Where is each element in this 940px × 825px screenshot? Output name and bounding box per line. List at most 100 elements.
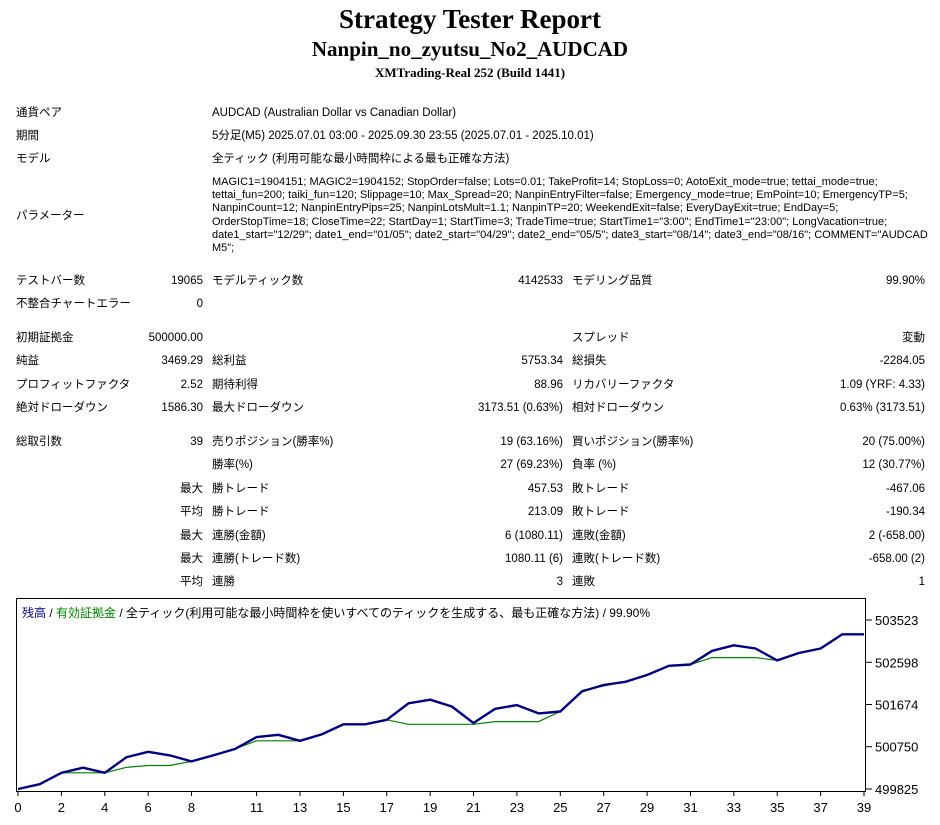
ticks-label: モデルティック数: [212, 275, 304, 287]
max-consecutive-wins-value: 6 (1080.11): [505, 530, 563, 542]
x-tick-label: 33: [727, 800, 741, 815]
profit-factor-value: 2.52: [180, 379, 203, 391]
expected-payoff-label: 期待利得: [212, 379, 258, 391]
x-tick-label: 35: [770, 800, 784, 815]
average-prefix: 平均: [180, 506, 203, 518]
x-tick-label: 0: [14, 800, 21, 815]
maximum-prefix: 最大: [180, 530, 203, 542]
period-label: 期間: [16, 130, 39, 142]
report-title: Strategy Tester Report: [339, 4, 601, 34]
period-value: 5分足(M5) 2025.07.01 03:00 - 2025.09.30 23…: [212, 130, 594, 142]
server-info: XMTrading-Real 252 (Build 1441): [374, 65, 566, 80]
y-tick-label: 501674: [875, 698, 918, 713]
y-tick-label: 502598: [875, 655, 918, 670]
max-consecutive-profit-value: 1080.11 (6): [505, 553, 563, 565]
relative-drawdown-value: 0.63% (3173.51): [839, 402, 925, 414]
total-trades-value: 39: [190, 436, 203, 448]
y-tick-label: 503523: [875, 613, 918, 628]
x-tick-label: 4: [101, 800, 108, 815]
x-tick-label: 6: [145, 800, 152, 815]
deposit-value: 500000.00: [148, 332, 203, 344]
avg-consecutive-wins-label: 連勝: [212, 576, 235, 588]
model-label: モデル: [16, 153, 51, 165]
largest-prefix: 最大: [180, 483, 203, 495]
balance-chart: [16, 598, 866, 792]
y-tick-label: 500750: [875, 740, 918, 755]
legend-separator: /: [46, 606, 57, 620]
mismatch-label: 不整合チャートエラー: [16, 298, 131, 310]
max-consecutive-losses-label: 連敗(金額): [572, 530, 626, 542]
expected-payoff-value: 88.96: [534, 379, 563, 391]
max-consecutive-wins-label: 連勝(金額): [212, 530, 266, 542]
quality-label: モデリング品質: [572, 275, 653, 287]
ticks-value: 4142533: [518, 275, 563, 287]
deposit-label: 初期証拠金: [16, 332, 74, 344]
average-loss-label: 敗トレード: [572, 506, 630, 518]
chart-legend: 残高 / 有効証拠金 / 全ティック(利用可能な最小時間枠を使いすべてのティック…: [22, 604, 650, 621]
total-trades-label: 総取引数: [16, 436, 62, 448]
params-label: パラメーター: [16, 210, 85, 222]
max-consecutive-losses-value: 2 (-658.00): [868, 530, 925, 542]
largest-loss-label: 敗トレード: [572, 483, 630, 495]
x-tick-label: 23: [510, 800, 524, 815]
mismatch-value: 0: [196, 298, 203, 310]
quality-value: 99.90%: [885, 275, 925, 287]
avg-consecutive-wins-value: 3: [556, 576, 563, 588]
maximal-drawdown-value: 3173.51 (0.63%): [477, 402, 563, 414]
recovery-factor-label: リカバリーファクタ: [572, 379, 675, 391]
net-profit-label: 純益: [16, 355, 39, 367]
x-tick-label: 2: [58, 800, 65, 815]
win-rate-label: 勝率(%): [212, 459, 253, 471]
x-tick-label: 15: [336, 800, 350, 815]
x-tick-label: 31: [683, 800, 697, 815]
largest-loss-value: -467.06: [885, 483, 925, 495]
avg-consecutive-prefix: 平均: [180, 576, 203, 588]
x-tick-label: 19: [423, 800, 437, 815]
x-tick-label: 21: [466, 800, 480, 815]
x-tick-label: 37: [813, 800, 827, 815]
gross-profit-label: 総利益: [212, 355, 247, 367]
short-positions-value: 19 (63.16%): [500, 436, 563, 448]
absolute-drawdown-label: 絶対ドローダウン: [16, 402, 108, 414]
x-tick-label: 11: [250, 800, 264, 815]
largest-win-value: 457.53: [527, 483, 563, 495]
legend-balance: 残高: [22, 606, 47, 620]
profit-factor-label: プロフィットファクタ: [16, 379, 131, 391]
bars-value: 19065: [171, 275, 203, 287]
model-value: 全ティック (利用可能な最小時間枠による最も正確な方法): [212, 153, 510, 165]
absolute-drawdown-value: 1586.30: [161, 402, 203, 414]
long-positions-value: 20 (75.00%): [862, 436, 925, 448]
symbol-value: AUDCAD (Australian Dollar vs Canadian Do…: [212, 107, 457, 119]
max-consecutive-profit-label: 連勝(トレード数): [212, 553, 301, 565]
maximal-prefix: 最大: [180, 553, 203, 565]
expert-name: Nanpin_no_zyutsu_No2_AUDCAD: [311, 37, 629, 61]
bars-label: テストバー数: [16, 275, 85, 287]
largest-win-label: 勝トレード: [212, 483, 270, 495]
max-consecutive-loss-value: -658.00 (2): [868, 553, 925, 565]
params-value: MAGIC1=1904151; MAGIC2=1904152; StopOrde…: [212, 176, 928, 255]
x-tick-label: 27: [596, 800, 610, 815]
symbol-label: 通貨ペア: [16, 107, 62, 119]
maximal-drawdown-label: 最大ドローダウン: [212, 402, 304, 414]
spread-label: スプレッド: [572, 332, 630, 344]
x-tick-label: 39: [857, 800, 871, 815]
spread-value: 変動: [902, 332, 925, 344]
loss-rate-value: 12 (30.77%): [862, 459, 925, 471]
x-tick-label: 25: [553, 800, 567, 815]
average-win-label: 勝トレード: [212, 506, 270, 518]
x-tick-label: 17: [380, 800, 394, 815]
avg-consecutive-losses-label: 連敗: [572, 576, 595, 588]
recovery-factor-value: 1.09 (YRF: 4.33): [839, 379, 925, 391]
x-tick-label: 13: [293, 800, 307, 815]
max-consecutive-loss-label: 連敗(トレード数): [572, 553, 661, 565]
gross-loss-label: 総損失: [572, 355, 607, 367]
win-rate-value: 27 (69.23%): [500, 459, 563, 471]
x-tick-label: 8: [188, 800, 195, 815]
loss-rate-label: 負率 (%): [572, 459, 617, 471]
gross-loss-value: -2284.05: [879, 355, 925, 367]
net-profit-value: 3469.29: [161, 355, 203, 367]
legend-description: / 全ティック(利用可能な最小時間枠を使いすべてのティックを生成する、最も正確な…: [116, 606, 650, 620]
x-tick-label: 29: [640, 800, 654, 815]
average-win-value: 213.09: [527, 506, 563, 518]
short-positions-label: 売りポジション(勝率%): [212, 436, 334, 448]
